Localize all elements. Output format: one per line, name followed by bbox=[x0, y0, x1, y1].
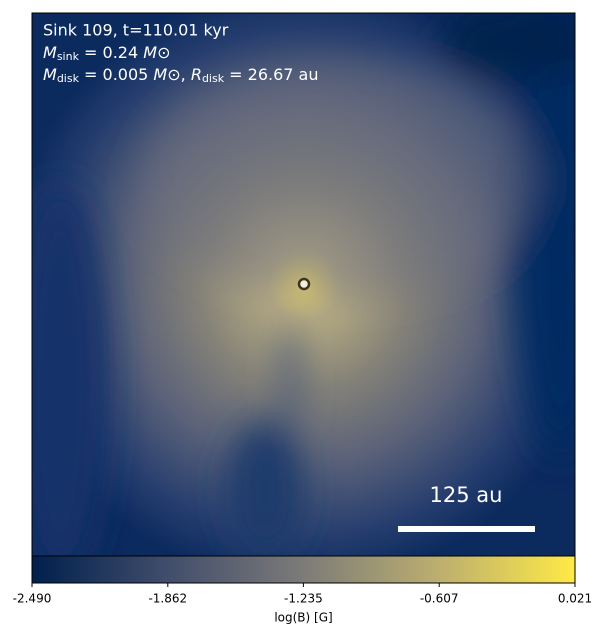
annotation-part: M bbox=[43, 65, 57, 84]
field-map bbox=[32, 13, 575, 556]
disk-info: Mdisk = 0.005 M⊙, Rdisk = 26.67 au bbox=[43, 65, 319, 86]
annotation-part: , bbox=[181, 65, 191, 84]
tick-label: 0.021 bbox=[558, 592, 592, 606]
tick-label: -2.490 bbox=[13, 592, 52, 606]
tick-label: -1.862 bbox=[148, 592, 187, 606]
tick-label: -1.235 bbox=[284, 592, 323, 606]
subscript: disk bbox=[202, 72, 225, 85]
sink-info: Sink 109, t=110.01 kyr bbox=[43, 21, 229, 40]
annotation-part: M bbox=[153, 65, 167, 84]
sink-mass: Msink = 0.24 M⊙ bbox=[43, 43, 170, 64]
annotation-part: R bbox=[191, 65, 202, 84]
annotation-part: ⊙ bbox=[157, 43, 170, 62]
annotation-part: = 0.005 bbox=[79, 65, 153, 84]
colorbar bbox=[31, 555, 576, 584]
subscript: disk bbox=[57, 72, 80, 85]
annotation-part: M bbox=[143, 43, 157, 62]
annotation-part: = 26.67 au bbox=[224, 65, 318, 84]
tick-label: -0.607 bbox=[420, 592, 459, 606]
subscript: sink bbox=[57, 50, 80, 63]
annotation-part: ⊙ bbox=[167, 65, 180, 84]
annotation-part: = 0.24 bbox=[79, 43, 143, 62]
annotation-part: M bbox=[43, 43, 57, 62]
colorbar-label: log(B) [G] bbox=[274, 611, 332, 625]
scale-bar-label: 125 au bbox=[430, 483, 503, 507]
sink-marker bbox=[297, 277, 311, 291]
